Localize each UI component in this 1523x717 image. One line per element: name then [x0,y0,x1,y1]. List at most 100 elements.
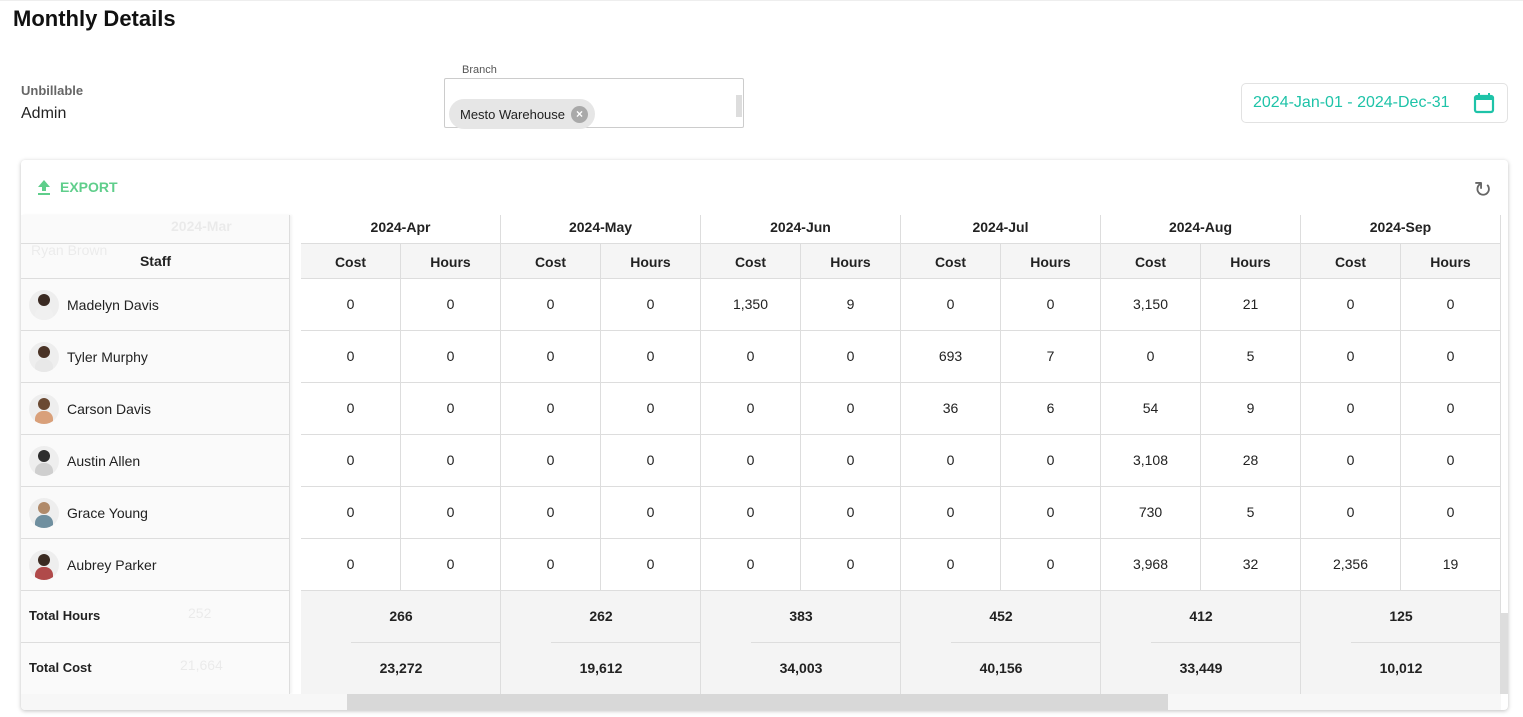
month-header[interactable]: 2024-Sep [1301,215,1501,243]
total-cost-value: 19,612 [579,660,623,676]
cost-cell: 3,968 [1101,539,1201,591]
hours-cell: 0 [601,539,701,591]
upload-icon [38,180,50,195]
cost-cell: 0 [701,435,801,487]
ghost-total-hours: 252 [188,605,212,621]
hours-cell: 0 [801,487,901,539]
hours-cell: 5 [1201,331,1301,383]
cost-cell: 693 [901,331,1001,383]
hours-cell: 0 [401,279,501,331]
hours-cell: 9 [1201,383,1301,435]
hours-cell: 0 [1001,539,1101,591]
branch-chip-label: Mesto Warehouse [460,107,566,122]
branch-chip: Mesto Warehouse × [449,99,596,129]
cost-column-header[interactable]: Cost [1301,243,1401,279]
month-header[interactable]: 2024-Jul [901,215,1101,243]
cost-cell: 0 [901,487,1001,539]
staff-name: Tyler Murphy [67,348,148,365]
hours-cell: 0 [1001,279,1101,331]
hours-column-header[interactable]: Hours [1001,243,1101,279]
hours-cell: 0 [601,435,701,487]
staff-row: Aubrey Parker [21,539,290,591]
month-header[interactable]: 2024-Jun [701,215,901,243]
cost-cell: 0 [701,383,801,435]
chip-remove-icon[interactable]: × [571,106,589,123]
hours-column-header[interactable]: Hours [601,243,701,279]
total-hours-value: 266 [389,608,413,624]
staff-name: Carson Davis [67,400,152,417]
hours-cell: 0 [601,331,701,383]
cost-cell: 3,150 [1101,279,1201,331]
calendar-icon[interactable] [1473,92,1495,114]
horizontal-scrollbar[interactable] [21,694,1501,710]
hours-column-header[interactable]: Hours [1201,243,1301,279]
staff-name: Aubrey Parker [67,556,157,573]
hours-cell: 9 [801,279,901,331]
export-button[interactable]: EXPORT [37,179,118,195]
refresh-icon[interactable]: ↻ [1473,177,1492,202]
cost-cell: 0 [901,435,1001,487]
total-hours-label: Total Hours [21,591,290,643]
month-header[interactable]: 2024-Apr [301,215,501,243]
cost-cell: 0 [301,539,401,591]
cost-column-header[interactable]: Cost [901,243,1001,279]
hours-cell: 0 [1401,279,1501,331]
cost-column-header[interactable]: Cost [701,243,801,279]
staff-column-header[interactable]: Staff [21,243,290,279]
date-range-picker[interactable]: 2024-Jan-01 - 2024-Dec-31 [1241,83,1508,123]
avatar [29,393,59,424]
frozen-staff-column: 2024-Mar Ryan Brown Staff Madelyn Davis Tyle… [21,215,290,695]
cost-cell: 3,108 [1101,435,1201,487]
cost-cell: 0 [1301,435,1401,487]
total-cost-label: Total Cost [21,643,290,695]
total-cost-value: 23,272 [379,660,423,676]
hours-cell: 0 [801,331,901,383]
staff-name: Grace Young [67,504,148,521]
month-header[interactable]: 2024-Aug [1101,215,1301,243]
cost-cell: 0 [501,383,601,435]
cost-column-header[interactable]: Cost [301,243,401,279]
staff-row: Carson Davis [21,383,290,435]
hours-cell: 5 [1201,487,1301,539]
hours-column-header[interactable]: Hours [1401,243,1501,279]
hours-cell: 19 [1401,539,1501,591]
hours-column-header[interactable]: Hours [401,243,501,279]
divider [951,642,1100,643]
cost-column-header[interactable]: Cost [501,243,601,279]
month-totals: 383 34,003 [701,591,901,695]
vertical-scrollbar[interactable] [1501,613,1508,694]
hours-cell: 0 [401,487,501,539]
cost-cell: 0 [501,487,601,539]
hours-cell: 0 [801,383,901,435]
branch-label: Branch [462,64,497,76]
unbillable-label: Unbillable [21,83,84,98]
staff-row: Madelyn Davis [21,279,290,331]
hours-column-header[interactable]: Hours [801,243,901,279]
hours-cell: 0 [601,279,701,331]
hours-cell: 0 [801,539,901,591]
divider [551,642,700,643]
hours-cell: 0 [401,331,501,383]
divider [1351,642,1500,643]
hours-cell: 0 [1401,435,1501,487]
ghost-month-header: 2024-Mar [171,218,232,234]
hours-cell: 0 [601,383,701,435]
horizontal-scroll-thumb[interactable] [347,694,1168,710]
cost-cell: 1,350 [701,279,801,331]
month-totals: 452 40,156 [901,591,1101,695]
cost-cell: 0 [301,487,401,539]
branch-scrollbar[interactable] [736,95,742,117]
hours-cell: 0 [1401,487,1501,539]
month-header[interactable]: 2024-May [501,215,701,243]
total-cost-value: 33,449 [1179,660,1223,676]
cost-column-header[interactable]: Cost [1101,243,1201,279]
staff-row: Tyler Murphy [21,331,290,383]
cost-cell: 0 [301,279,401,331]
cost-cell: 36 [901,383,1001,435]
cost-cell: 0 [1301,487,1401,539]
divider [351,642,500,643]
cost-cell: 0 [901,279,1001,331]
hours-cell: 6 [1001,383,1101,435]
branch-select[interactable]: Mesto Warehouse × [444,78,744,129]
cost-cell: 0 [1301,331,1401,383]
